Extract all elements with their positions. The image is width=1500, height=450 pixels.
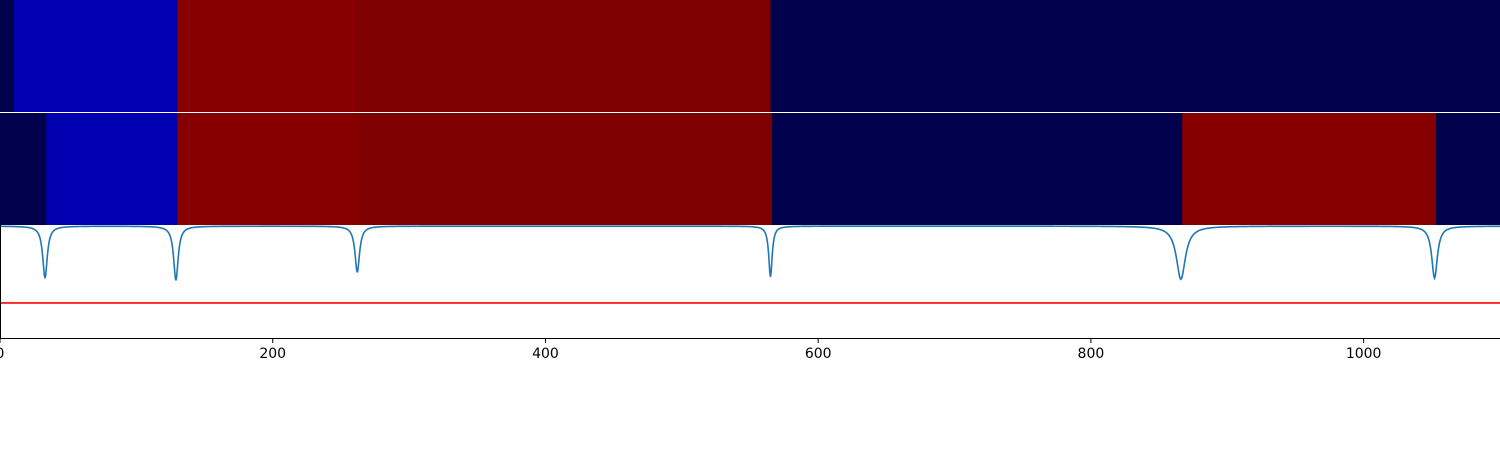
signal-line <box>0 225 1500 281</box>
x-tick-label-4: 800 <box>1078 346 1105 362</box>
x-tick-label-3: 600 <box>805 346 832 362</box>
heatmap-bottom-segment-3 <box>357 113 773 225</box>
heatmap-bottom-segment-4 <box>771 113 1183 225</box>
heatmap-bottom-segment-2 <box>177 113 358 225</box>
heatmap-bottom-segment-1 <box>46 113 178 225</box>
heatmap-bottom-segment-0 <box>0 113 47 225</box>
heatmap-top <box>0 0 1500 113</box>
heatmap-bottom-segment-6 <box>1435 113 1500 225</box>
x-tick-label-1: 200 <box>259 346 286 362</box>
x-axis: 0 200 400 600 800 1000 <box>0 338 1381 362</box>
heatmap-top-segment-0 <box>0 0 15 112</box>
x-tick-label-0: 0 <box>0 346 4 362</box>
strip-separator <box>0 112 1500 113</box>
heatmap-top-segment-4 <box>770 0 1500 112</box>
heatmap-top-segment-3 <box>354 0 772 112</box>
heatmap-top-segment-2 <box>177 0 356 112</box>
line-panel <box>0 225 1500 339</box>
x-tick-label-5: 1000 <box>1346 346 1382 362</box>
heatmap-bottom <box>0 113 1500 225</box>
heatmap-bottom-segment-5 <box>1182 113 1437 225</box>
heatmap-top-segment-1 <box>13 0 178 112</box>
x-tick-label-2: 400 <box>532 346 559 362</box>
